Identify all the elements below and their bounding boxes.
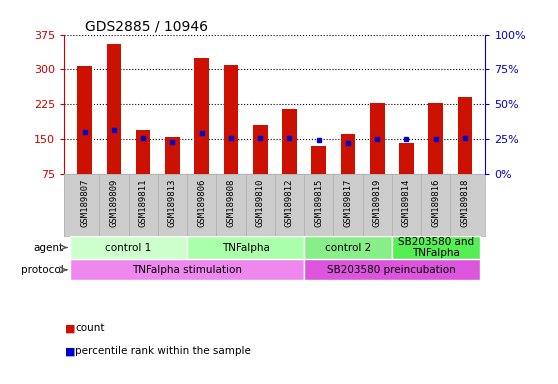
Bar bbox=[392, 236, 480, 259]
Bar bbox=[224, 65, 238, 174]
Bar bbox=[458, 98, 472, 174]
Text: GSM189818: GSM189818 bbox=[460, 179, 469, 227]
Text: GDS2885 / 10946: GDS2885 / 10946 bbox=[85, 20, 208, 33]
Text: TNFalpha: TNFalpha bbox=[222, 243, 270, 253]
Text: agent: agent bbox=[33, 243, 64, 253]
Text: percentile rank within the sample: percentile rank within the sample bbox=[75, 346, 251, 356]
Bar bbox=[194, 58, 209, 174]
Bar bbox=[311, 146, 326, 174]
Bar bbox=[136, 130, 151, 174]
Text: SB203580 preincubation: SB203580 preincubation bbox=[328, 265, 456, 275]
Bar bbox=[399, 142, 414, 174]
Bar bbox=[429, 103, 443, 174]
Bar bbox=[304, 236, 392, 259]
Text: GSM189817: GSM189817 bbox=[344, 179, 353, 227]
Text: GSM189812: GSM189812 bbox=[285, 179, 294, 227]
Text: GSM189809: GSM189809 bbox=[109, 179, 118, 227]
Text: GSM189811: GSM189811 bbox=[138, 179, 148, 227]
Bar bbox=[165, 137, 180, 174]
Text: GSM189816: GSM189816 bbox=[431, 179, 440, 227]
Text: protocol: protocol bbox=[21, 265, 64, 275]
Text: count: count bbox=[75, 323, 105, 333]
Text: GSM189819: GSM189819 bbox=[373, 179, 382, 227]
Text: GSM189815: GSM189815 bbox=[314, 179, 323, 227]
Text: GSM189813: GSM189813 bbox=[168, 179, 177, 227]
Text: control 2: control 2 bbox=[325, 243, 371, 253]
Text: ■: ■ bbox=[65, 323, 75, 333]
Text: control 1: control 1 bbox=[105, 243, 152, 253]
Text: SB203580 and
TNFalpha: SB203580 and TNFalpha bbox=[398, 237, 474, 258]
Bar bbox=[70, 236, 187, 259]
Text: GSM189810: GSM189810 bbox=[256, 179, 264, 227]
Bar bbox=[187, 236, 304, 259]
Text: GSM189808: GSM189808 bbox=[227, 179, 235, 227]
Bar bbox=[78, 66, 92, 174]
Bar bbox=[107, 44, 121, 174]
Bar bbox=[340, 134, 355, 174]
Text: GSM189806: GSM189806 bbox=[197, 179, 206, 227]
Bar bbox=[304, 259, 480, 280]
Text: ■: ■ bbox=[65, 346, 75, 356]
Text: TNFalpha stimulation: TNFalpha stimulation bbox=[132, 265, 242, 275]
Bar bbox=[70, 259, 304, 280]
Text: GSM189814: GSM189814 bbox=[402, 179, 411, 227]
Bar bbox=[370, 103, 384, 174]
Text: GSM189807: GSM189807 bbox=[80, 179, 89, 227]
Bar bbox=[253, 125, 267, 174]
Bar bbox=[282, 109, 297, 174]
